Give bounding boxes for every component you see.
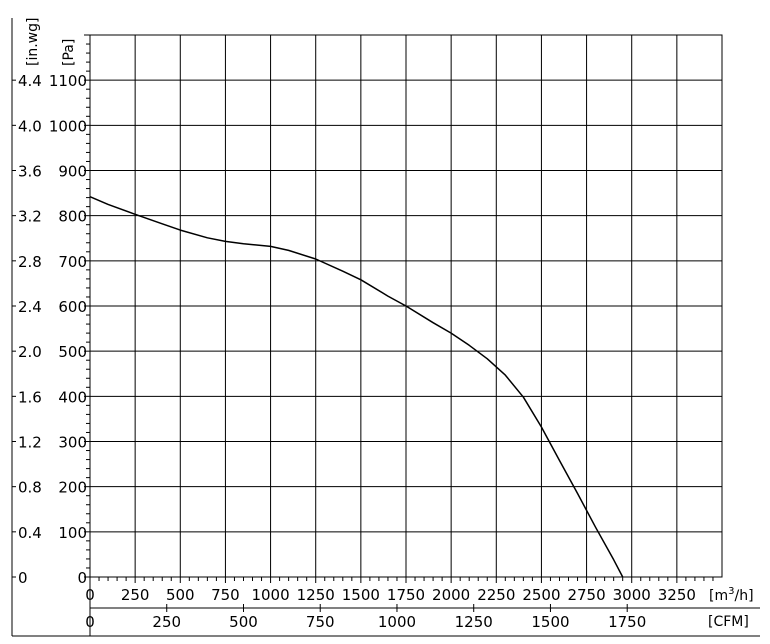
y-primary-tick-label: 400 [58, 388, 87, 406]
x-secondary-tick-label: 1750 [608, 613, 646, 631]
x-secondary-tick-label: 750 [306, 613, 335, 631]
y-primary-tick-label: 900 [58, 163, 87, 181]
x-primary-tick-label: 500 [166, 586, 195, 604]
series [89, 196, 624, 578]
y-secondary-tick-label: 2.0 [18, 343, 42, 361]
y-secondary-tick-label: 3.2 [18, 208, 42, 226]
y-primary-tick-label: 1100 [49, 72, 87, 90]
y-secondary-tick-label: 0.8 [18, 479, 42, 497]
y-secondary-tick-label: 1.6 [18, 388, 42, 406]
x-secondary-tick-label: 1000 [378, 613, 416, 631]
tick-labels: 0 250 500 750 1000 1250 1500 1750 2000 2250 2500 27… [18, 72, 696, 631]
fan-curve-line [89, 196, 624, 578]
x-secondary-unit-label: [CFM] [708, 614, 749, 630]
y-primary-tick-label: 800 [58, 208, 87, 226]
x-primary-tick-label: 2500 [522, 586, 560, 604]
x-primary-unit-label: [m3/h] [709, 586, 754, 604]
x-primary-unit-sup: 3 [728, 586, 734, 597]
y-primary-tick-label: 500 [58, 343, 87, 361]
x-secondary-tick-label: 500 [229, 613, 258, 631]
x-secondary-tick-label: 0 [85, 613, 95, 631]
axis-units: [in.wg] [Pa] [m3/h] [CFM] [25, 18, 754, 630]
x-primary-tick-label: 1750 [387, 586, 425, 604]
tick-marks [12, 34, 714, 612]
x-primary-tick-label: 3000 [613, 586, 651, 604]
x-primary-tick-label: 3250 [658, 586, 696, 604]
y-secondary-tick-label: 0 [18, 569, 28, 587]
x-secondary-tick-label: 1500 [531, 613, 569, 631]
x-primary-tick-label: 750 [211, 586, 240, 604]
y-primary-tick-label: 100 [58, 524, 87, 542]
x-secondary-tick-label: 1250 [455, 613, 493, 631]
y-secondary-tick-label: 1.2 [18, 434, 42, 452]
y-primary-tick-label: 1000 [49, 117, 87, 135]
x-primary-tick-label: 2000 [432, 586, 470, 604]
axes [11, 18, 760, 637]
y-primary-unit-label: [Pa] [61, 39, 77, 66]
x-primary-tick-label: 250 [121, 586, 150, 604]
x-primary-unit-base: [m [709, 588, 728, 604]
y-secondary-tick-label: 2.4 [18, 298, 42, 316]
y-secondary-tick-label: 4.0 [18, 117, 42, 135]
x-primary-tick-label: 1000 [251, 586, 289, 604]
x-secondary-tick-label: 250 [152, 613, 181, 631]
y-secondary-tick-label: 3.6 [18, 163, 42, 181]
y-secondary-unit-label: [in.wg] [25, 18, 41, 66]
x-primary-tick-label: 1500 [342, 586, 380, 604]
x-primary-tick-label: 2250 [477, 586, 515, 604]
y-primary-tick-label: 0 [77, 569, 87, 587]
y-secondary-tick-label: 2.8 [18, 253, 42, 271]
x-primary-tick-label: 0 [85, 586, 95, 604]
x-primary-unit-tail: /h] [734, 588, 753, 604]
y-primary-tick-label: 200 [58, 479, 87, 497]
grid [90, 35, 722, 577]
y-primary-tick-label: 700 [58, 253, 87, 271]
y-primary-tick-label: 300 [58, 434, 87, 452]
x-primary-tick-label: 1250 [297, 586, 335, 604]
x-primary-tick-label: 2750 [567, 586, 605, 604]
y-primary-tick-label: 600 [58, 298, 87, 316]
y-secondary-tick-label: 0.4 [18, 524, 42, 542]
y-secondary-tick-label: 4.4 [18, 72, 42, 90]
